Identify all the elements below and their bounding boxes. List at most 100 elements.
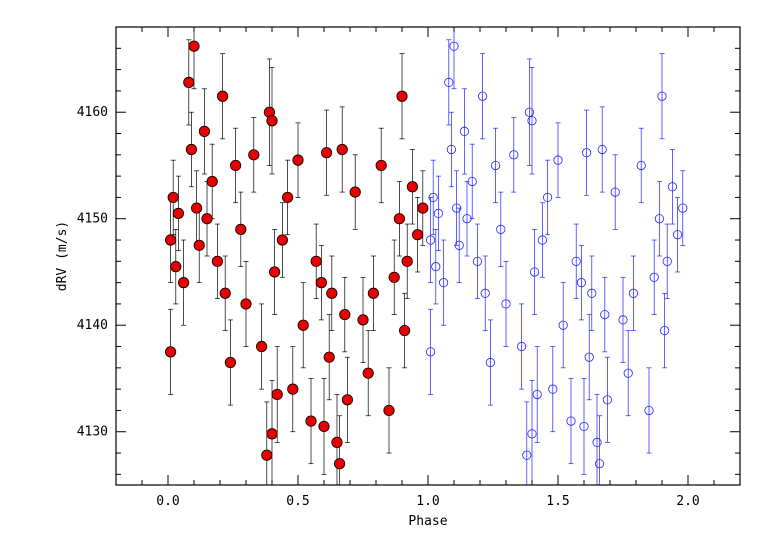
data-point	[425, 235, 436, 245]
data-point	[310, 255, 322, 267]
data-point	[323, 351, 335, 363]
data-point	[331, 436, 343, 448]
data-point	[623, 368, 633, 378]
data-point	[388, 271, 400, 283]
data-point	[516, 341, 527, 352]
data-point	[433, 208, 443, 218]
data-point	[248, 149, 260, 161]
data-point	[406, 181, 418, 193]
x-tick-label: 2.0	[676, 494, 699, 509]
data-point	[548, 384, 558, 394]
data-point	[581, 148, 592, 158]
data-point	[529, 267, 540, 277]
data-point	[255, 340, 268, 353]
data-point	[600, 309, 610, 320]
x-axis-label: Phase	[408, 514, 447, 529]
data-point	[191, 202, 203, 214]
data-point	[206, 175, 218, 188]
data-point	[401, 255, 413, 267]
data-point	[477, 91, 488, 101]
data-point	[576, 278, 587, 288]
data-point	[292, 154, 304, 166]
data-point	[297, 319, 309, 331]
data-point	[235, 223, 247, 235]
data-point	[610, 187, 620, 197]
data-point	[472, 256, 482, 266]
data-point	[537, 235, 548, 245]
data-point	[462, 214, 472, 224]
data-point	[496, 224, 506, 234]
data-point	[667, 182, 678, 192]
data-point	[571, 256, 581, 266]
data-point	[566, 416, 576, 426]
data-point	[320, 147, 333, 159]
data-point	[193, 239, 205, 251]
data-point	[672, 230, 683, 240]
x-tick-label: 0.0	[156, 494, 179, 509]
data-point	[602, 395, 613, 405]
x-tick-label: 1.0	[416, 494, 439, 509]
y-tick-label: 4150	[77, 212, 108, 227]
data-point	[349, 186, 361, 198]
data-point	[584, 352, 594, 362]
data-point	[459, 126, 469, 136]
data-point	[524, 107, 535, 117]
data-point	[597, 144, 607, 155]
data-point	[178, 277, 190, 289]
y-axis-label: dRV (m/s)	[55, 221, 70, 291]
y-axis: 4130 4140 4150 4160	[77, 26, 740, 475]
data-point	[167, 191, 179, 204]
data-point	[678, 203, 688, 213]
data-point	[398, 324, 411, 337]
data-point	[281, 191, 294, 204]
data-point	[287, 383, 299, 395]
data-point	[219, 287, 231, 299]
data-point	[657, 91, 667, 101]
data-point	[198, 125, 210, 137]
data-point	[341, 394, 353, 406]
data-point	[587, 288, 597, 298]
data-point	[628, 288, 639, 298]
y-tick-label: 4130	[77, 425, 108, 440]
data-point	[188, 40, 200, 52]
data-point	[527, 116, 537, 126]
data-point	[362, 367, 374, 379]
data-point	[542, 192, 553, 203]
data-point	[428, 192, 438, 203]
data-point	[336, 143, 348, 156]
data-point	[654, 214, 665, 224]
data-point	[592, 437, 602, 447]
data-point	[240, 298, 252, 310]
data-point	[339, 308, 351, 321]
data-point	[165, 346, 177, 358]
series-1	[425, 27, 688, 485]
data-point	[266, 115, 278, 127]
y-tick-label: 4160	[77, 105, 108, 120]
data-point	[446, 144, 456, 155]
data-point	[532, 389, 542, 400]
data-point	[425, 347, 436, 357]
data-point	[594, 459, 605, 469]
data-point	[333, 458, 346, 470]
data-point	[185, 143, 197, 156]
series-layer	[165, 27, 688, 485]
data-point	[170, 261, 182, 273]
data-point	[449, 41, 459, 51]
data-point	[393, 213, 405, 225]
data-point	[649, 272, 659, 282]
data-point	[230, 159, 242, 172]
data-point	[305, 415, 317, 427]
data-point	[444, 77, 454, 87]
data-point	[261, 449, 273, 461]
y-tick-label: 4140	[77, 318, 108, 333]
data-point	[172, 207, 184, 219]
data-point	[467, 176, 477, 187]
data-point	[636, 160, 646, 171]
data-point	[217, 90, 229, 102]
data-point	[454, 240, 464, 250]
data-point	[438, 278, 449, 288]
data-point	[268, 266, 281, 278]
data-point	[357, 314, 369, 326]
data-point	[451, 203, 462, 213]
